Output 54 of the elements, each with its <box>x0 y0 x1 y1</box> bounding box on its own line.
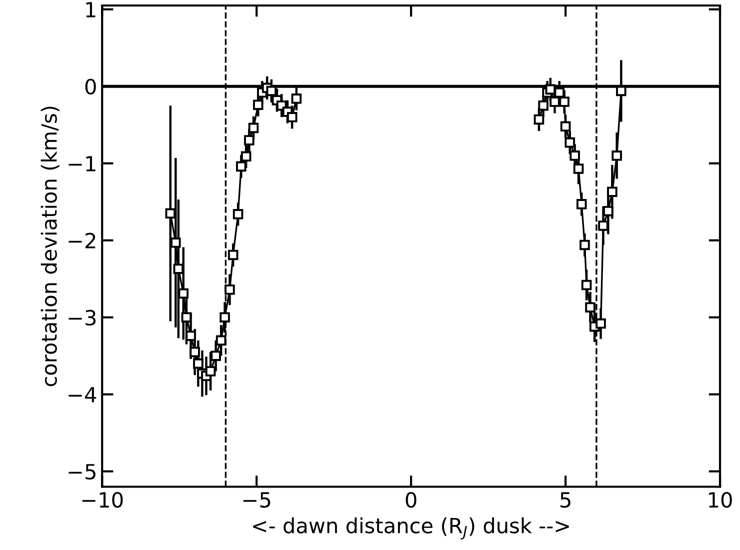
point <box>236 161 246 172</box>
point <box>576 199 587 210</box>
point <box>564 137 576 148</box>
point <box>607 186 618 197</box>
point <box>559 96 570 107</box>
point <box>165 208 176 219</box>
point <box>244 135 254 146</box>
point <box>596 318 606 329</box>
point <box>554 87 565 98</box>
x-tick-label: −10 <box>82 492 123 508</box>
y-axis-title: corotation deviation (km/s) <box>40 106 60 386</box>
point <box>224 284 235 295</box>
point <box>248 122 259 134</box>
point <box>291 94 302 104</box>
point <box>550 96 560 107</box>
point <box>210 350 221 361</box>
point <box>573 164 584 174</box>
point <box>286 112 298 122</box>
y-tick-label: −4 <box>68 387 96 402</box>
point <box>560 121 571 132</box>
point <box>612 150 622 161</box>
point <box>598 220 608 231</box>
point <box>205 366 216 376</box>
point <box>580 240 590 250</box>
point <box>570 150 580 161</box>
point <box>253 100 264 110</box>
point <box>170 238 181 248</box>
x-tick-label: 10 <box>709 492 732 508</box>
point <box>220 312 230 322</box>
point <box>603 206 614 216</box>
point <box>190 346 200 358</box>
x-tick-label: −5 <box>243 492 270 508</box>
y-tick-label: −2 <box>68 232 96 248</box>
point <box>178 288 189 299</box>
point <box>534 114 544 125</box>
point <box>581 280 592 290</box>
point <box>538 100 548 111</box>
x-tick-label: 0 <box>406 492 416 508</box>
point <box>173 264 184 274</box>
y-tick-label: −5 <box>68 464 96 480</box>
y-tick-label: −3 <box>68 310 96 326</box>
point <box>585 302 596 312</box>
point <box>181 312 192 322</box>
point <box>240 151 252 162</box>
point <box>232 209 244 220</box>
y-tick-label: 0 <box>85 78 96 95</box>
y-tick-label: −1 <box>68 156 96 172</box>
point <box>228 250 238 260</box>
x-axis-title: <- dawn distance (R$_{J}$) dusk --> <box>253 517 569 540</box>
point <box>266 86 277 96</box>
point <box>193 358 204 369</box>
x-tick-label: 5 <box>560 492 570 508</box>
y-tick-label: 1 <box>86 2 96 18</box>
point <box>216 335 226 346</box>
